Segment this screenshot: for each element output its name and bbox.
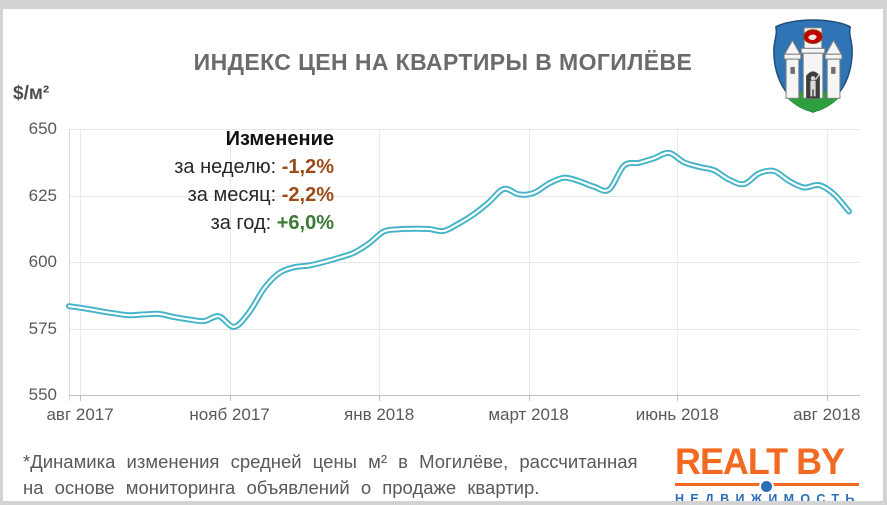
page-title: ИНДЕКС ЦЕН НА КВАРТИРЫ В МОГИЛЁВЕ bbox=[193, 49, 693, 75]
annotation-value: -1,2% bbox=[281, 156, 334, 178]
footnote: *Динамика изменения средней цены м² в Мо… bbox=[23, 449, 651, 501]
x-tick-mark bbox=[229, 395, 231, 401]
y-tick-label: 575 bbox=[28, 318, 57, 338]
h-gridline bbox=[69, 262, 860, 263]
y-tick-label: 600 bbox=[28, 252, 57, 271]
x-tick-mark bbox=[379, 395, 381, 401]
annotation-rows: за неделю: -1,2% за месяц: -2,2% за год: +… bbox=[3, 153, 334, 237]
y-tick-label: 650 bbox=[28, 119, 57, 138]
y-axis-line bbox=[69, 129, 70, 401]
x-tick-label: янв 2018 bbox=[344, 405, 415, 424]
annotation-row: за месяц: -2,2% bbox=[3, 181, 334, 209]
x-tick-label: март 2018 bbox=[488, 405, 569, 424]
y-axis-unit-label: $/м² bbox=[13, 83, 50, 104]
h-gridline bbox=[69, 195, 860, 197]
v-gridline bbox=[826, 129, 828, 395]
knight-figure bbox=[810, 72, 821, 97]
x-tick-mark bbox=[677, 395, 679, 401]
change-annotation: Изменение за неделю: -1,2% за месяц: -2,2… bbox=[3, 125, 334, 237]
v-gridline bbox=[80, 129, 82, 395]
footnote-line-2: на основе мониторинга объявлений о прода… bbox=[23, 477, 540, 498]
annotation-row: за год: +6,0% bbox=[3, 209, 334, 237]
x-tick-mark bbox=[826, 395, 828, 401]
v-gridline bbox=[528, 129, 530, 395]
realt-by-wordmark: REALT BY bbox=[675, 441, 845, 482]
left-tower bbox=[783, 39, 802, 99]
annotation-label: за год: bbox=[210, 212, 277, 234]
footnote-line-1: *Динамика изменения средней цены м² в Мо… bbox=[23, 451, 638, 472]
mogilev-coat-of-arms-icon bbox=[773, 19, 853, 113]
line-inner-stroke bbox=[67, 151, 851, 328]
x-tick-mark bbox=[528, 395, 530, 401]
x-tick-label: нояб 2017 bbox=[189, 405, 270, 424]
annotation-label: за неделю: bbox=[174, 156, 282, 178]
price-index-line bbox=[66, 149, 852, 330]
annotation-heading: Изменение bbox=[225, 128, 334, 150]
h-gridline bbox=[69, 328, 860, 330]
x-axis-line bbox=[69, 395, 860, 396]
logo-dot-icon bbox=[759, 479, 774, 494]
pahonia-rider bbox=[808, 34, 817, 41]
x-tick-label: июнь 2018 bbox=[635, 405, 719, 424]
v-gridline bbox=[677, 129, 679, 395]
logo-divider bbox=[675, 479, 859, 494]
right-tower bbox=[824, 39, 843, 99]
logo-subtitle: НЕДВИЖИМОСТЬ bbox=[675, 492, 861, 505]
annotation-value: -2,2% bbox=[281, 184, 334, 206]
x-tick-label: авг 2018 bbox=[793, 405, 861, 424]
y-tick-label: 550 bbox=[28, 385, 57, 404]
annotation-value: +6,0% bbox=[276, 212, 334, 234]
plot-area bbox=[66, 129, 860, 401]
realt-by-logo: REALT BY НЕДВИЖИМОСТЬ bbox=[675, 441, 861, 505]
x-tick-label: авг 2017 bbox=[46, 405, 114, 424]
x-tick-mark bbox=[80, 395, 82, 401]
h-gridline bbox=[69, 129, 860, 130]
y-tick-label: 625 bbox=[28, 185, 57, 205]
annotation-row: за неделю: -1,2% bbox=[3, 153, 334, 181]
annotation-label: за месяц: bbox=[187, 184, 282, 206]
v-gridline bbox=[379, 129, 381, 395]
v-gridline bbox=[229, 129, 231, 395]
